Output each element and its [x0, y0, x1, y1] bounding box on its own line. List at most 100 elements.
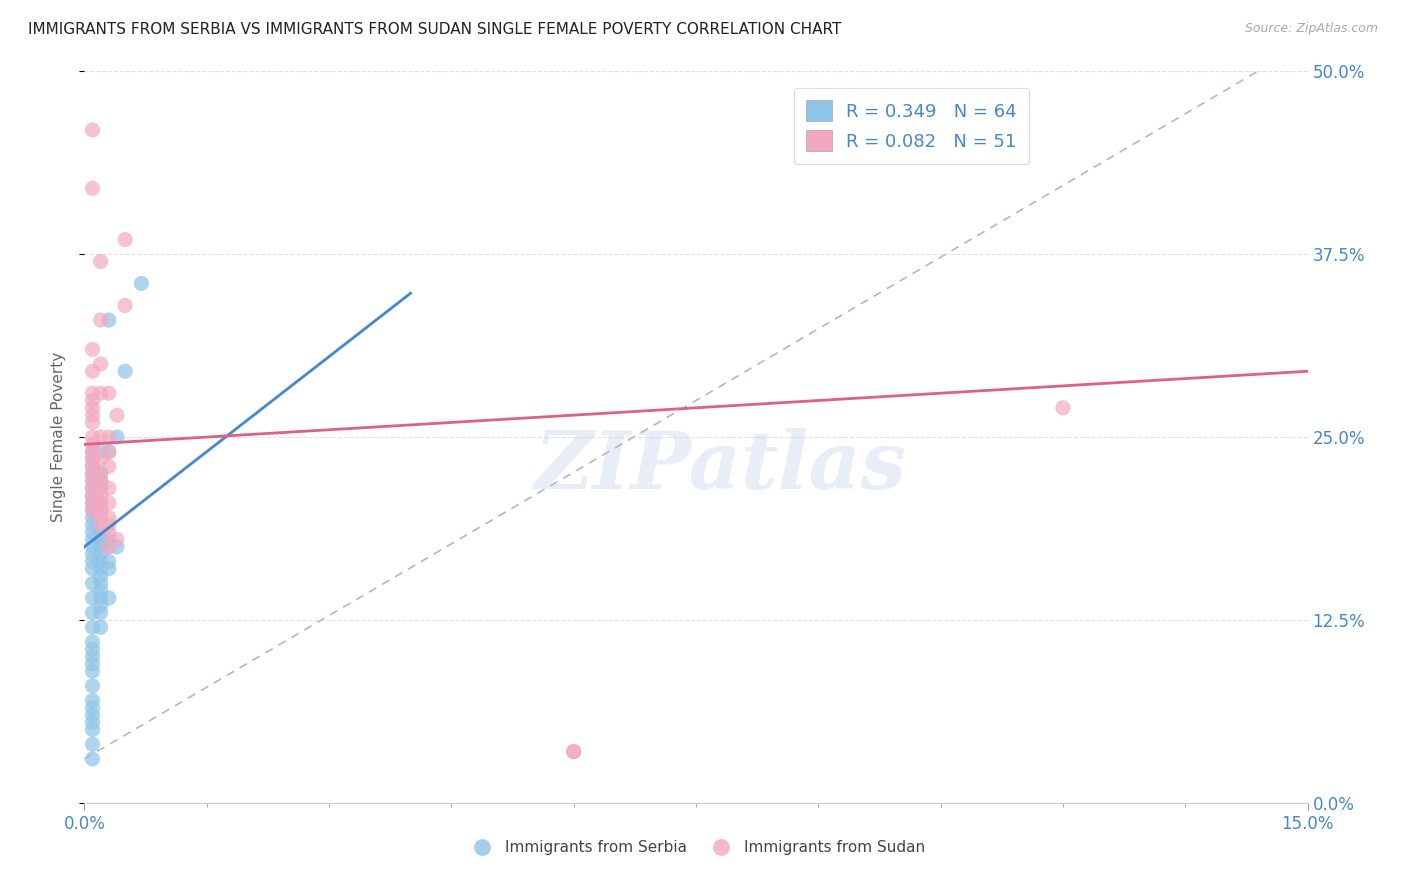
Point	[82, 343, 104, 357]
Point	[82, 408, 104, 422]
Point	[90, 496, 112, 510]
Point	[82, 723, 104, 737]
Point	[82, 489, 104, 503]
Point	[90, 583, 112, 598]
Point	[90, 489, 112, 503]
Point	[82, 496, 104, 510]
Point	[105, 430, 128, 444]
Point	[90, 591, 112, 605]
Point	[90, 517, 112, 532]
Point	[82, 459, 104, 474]
Point	[97, 430, 120, 444]
Point	[82, 510, 104, 524]
Point	[90, 547, 112, 561]
Point	[90, 533, 112, 547]
Point	[82, 517, 104, 532]
Point	[97, 540, 120, 554]
Point	[90, 510, 112, 524]
Point	[82, 576, 104, 591]
Point	[82, 540, 104, 554]
Point	[82, 700, 104, 714]
Point	[82, 620, 104, 634]
Point	[82, 364, 104, 378]
Point	[97, 459, 120, 474]
Point	[82, 393, 104, 408]
Point	[82, 401, 104, 415]
Point	[82, 554, 104, 568]
Point	[82, 452, 104, 467]
Point	[97, 313, 120, 327]
Point	[97, 496, 120, 510]
Point	[82, 416, 104, 430]
Point	[82, 606, 104, 620]
Y-axis label: Single Female Poverty: Single Female Poverty	[51, 352, 66, 522]
Point	[97, 540, 120, 554]
Point	[105, 408, 128, 422]
Point	[82, 752, 104, 766]
Point	[82, 708, 104, 723]
Point	[82, 481, 104, 495]
Point	[82, 679, 104, 693]
Point	[562, 745, 585, 759]
Point	[82, 481, 104, 495]
Point	[97, 510, 120, 524]
Point	[82, 591, 104, 605]
Point	[82, 452, 104, 467]
Point	[82, 386, 104, 401]
Point	[97, 554, 120, 568]
Point	[82, 533, 104, 547]
Point	[97, 444, 120, 458]
Point	[82, 467, 104, 481]
Text: IMMIGRANTS FROM SERBIA VS IMMIGRANTS FROM SUDAN SINGLE FEMALE POVERTY CORRELATIO: IMMIGRANTS FROM SERBIA VS IMMIGRANTS FRO…	[28, 22, 842, 37]
Point	[90, 474, 112, 488]
Point	[90, 576, 112, 591]
Point	[90, 357, 112, 371]
Point	[82, 642, 104, 657]
Point	[82, 181, 104, 195]
Point	[114, 233, 136, 247]
Point	[90, 620, 112, 634]
Point	[90, 525, 112, 540]
Point	[90, 386, 112, 401]
Point	[82, 430, 104, 444]
Point	[82, 444, 104, 458]
Point	[97, 533, 120, 547]
Point	[90, 467, 112, 481]
Point	[114, 364, 136, 378]
Point	[82, 737, 104, 751]
Point	[82, 444, 104, 458]
Point	[90, 313, 112, 327]
Point	[82, 459, 104, 474]
Point	[82, 503, 104, 517]
Text: Source: ZipAtlas.com: Source: ZipAtlas.com	[1244, 22, 1378, 36]
Point	[90, 540, 112, 554]
Point	[82, 693, 104, 707]
Point	[82, 547, 104, 561]
Point	[82, 474, 104, 488]
Point	[90, 254, 112, 268]
Point	[90, 599, 112, 613]
Point	[131, 277, 153, 291]
Point	[97, 591, 120, 605]
Point	[90, 569, 112, 583]
Point	[90, 562, 112, 576]
Legend: Immigrants from Serbia, Immigrants from Sudan: Immigrants from Serbia, Immigrants from …	[461, 834, 931, 861]
Point	[97, 444, 120, 458]
Point	[90, 496, 112, 510]
Point	[90, 606, 112, 620]
Point	[97, 562, 120, 576]
Point	[82, 489, 104, 503]
Point	[82, 437, 104, 451]
Point	[90, 467, 112, 481]
Point	[82, 664, 104, 678]
Point	[1052, 401, 1074, 415]
Point	[105, 533, 128, 547]
Point	[90, 503, 112, 517]
Point	[90, 444, 112, 458]
Point	[82, 635, 104, 649]
Point	[82, 562, 104, 576]
Point	[82, 123, 104, 137]
Text: ZIPatlas: ZIPatlas	[534, 427, 907, 505]
Point	[82, 657, 104, 671]
Point	[82, 496, 104, 510]
